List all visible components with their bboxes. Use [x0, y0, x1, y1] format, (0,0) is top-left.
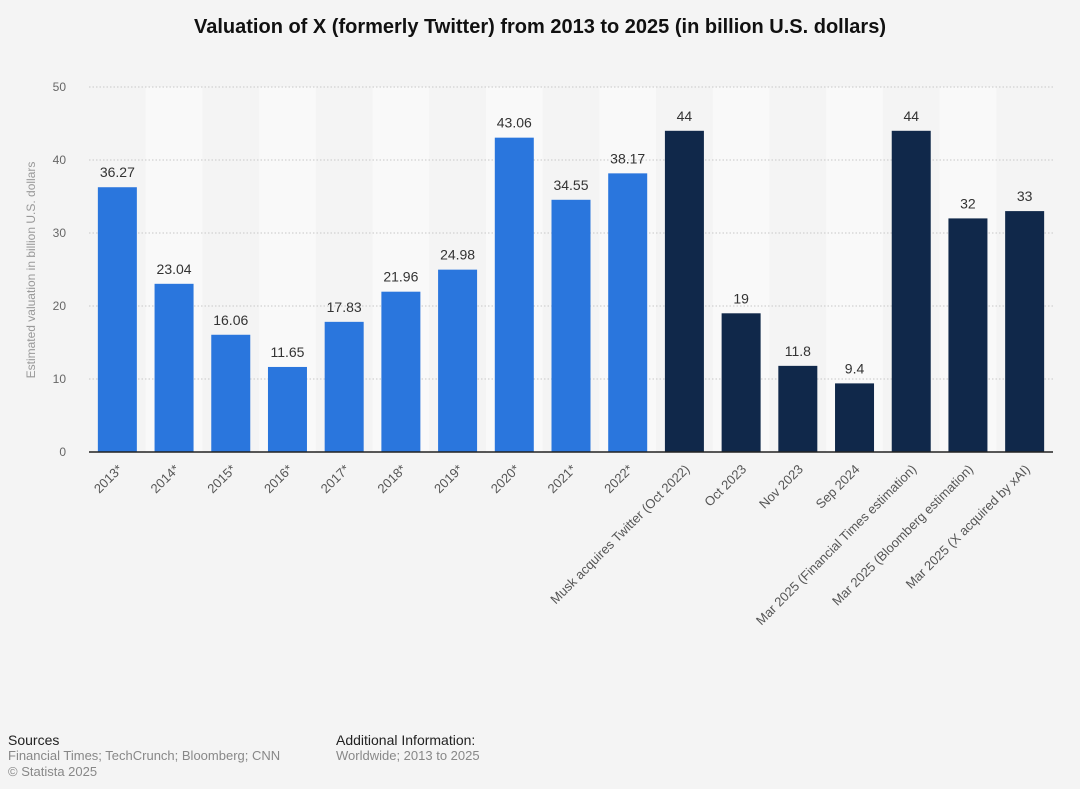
bar: [778, 365, 818, 452]
bar: [438, 269, 478, 452]
data-label: 44: [677, 108, 693, 124]
sources-text: Financial Times; TechCrunch; Bloomberg; …: [8, 748, 281, 763]
data-label: 23.04: [157, 261, 192, 277]
data-label: 33: [1017, 188, 1033, 204]
data-label: 36.27: [100, 164, 135, 180]
x-tick-label: 2020*: [488, 462, 523, 497]
bar: [891, 130, 931, 453]
bar: [551, 199, 591, 452]
data-label: 34.55: [553, 177, 588, 193]
copyright: © Statista 2025: [8, 764, 98, 779]
chart-title: Valuation of X (formerly Twitter) from 2…: [194, 16, 886, 38]
x-tick-label: 2019*: [431, 462, 466, 497]
data-label: 44: [903, 108, 919, 124]
bar: [948, 218, 988, 452]
bar: [381, 291, 421, 452]
sources-heading: Sources: [8, 732, 60, 748]
y-axis-label: Estimated valuation in billion U.S. doll…: [24, 162, 38, 379]
y-tick-label: 40: [53, 153, 67, 167]
x-tick-label: 2021*: [544, 462, 579, 497]
data-label: 38.17: [610, 150, 645, 166]
data-label: 24.98: [440, 247, 475, 263]
sources-block: Sources Financial Times; TechCrunch; Blo…: [8, 732, 280, 780]
x-tick-label: 2014*: [148, 462, 183, 497]
y-tick-label: 10: [53, 372, 67, 386]
x-tick-label: 2017*: [318, 462, 353, 497]
bar: [664, 130, 704, 453]
data-label: 11.8: [785, 343, 811, 359]
data-label: 21.96: [383, 269, 418, 285]
x-tick-label: 2022*: [601, 462, 636, 497]
bar: [324, 321, 364, 452]
data-label: 11.65: [270, 344, 304, 360]
x-tick-label: 2018*: [374, 462, 409, 497]
bar-chart: 0 10 20 30 40 50 Estimated valuation in billio…: [24, 80, 1053, 628]
bar: [1005, 211, 1045, 452]
data-label: 9.4: [845, 360, 865, 376]
bar: [608, 173, 648, 452]
y-tick-label: 50: [53, 80, 67, 94]
bar: [721, 313, 761, 452]
x-tick-label: Mar 2025 (X acquired by xAI): [903, 462, 1033, 592]
bar: [154, 283, 194, 452]
data-label: 19: [733, 290, 749, 306]
data-label: 16.06: [213, 312, 248, 328]
bar: [97, 187, 137, 452]
x-tick-label: 2015*: [204, 462, 239, 497]
bar: [211, 334, 251, 452]
bar: [835, 383, 875, 452]
x-tick-label: 2013*: [91, 462, 126, 497]
data-label: 32: [960, 195, 976, 211]
bar: [494, 137, 534, 453]
data-label: 17.83: [327, 299, 362, 315]
x-tick-label: 2016*: [261, 462, 296, 497]
additional-info-text: Worldwide; 2013 to 2025: [336, 748, 480, 763]
y-tick-label: 30: [53, 226, 67, 240]
y-tick-label: 0: [59, 445, 66, 459]
bar: [267, 366, 307, 452]
x-tick-label: Oct 2023: [701, 462, 749, 510]
additional-info-heading: Additional Information:: [336, 732, 476, 748]
data-label: 43.06: [497, 115, 532, 131]
additional-info-block: Additional Information: Worldwide; 2013 …: [336, 732, 480, 764]
y-tick-label: 20: [53, 299, 67, 313]
x-tick-label: Sep 2024: [813, 462, 863, 512]
x-tick-label: Nov 2023: [756, 462, 806, 512]
